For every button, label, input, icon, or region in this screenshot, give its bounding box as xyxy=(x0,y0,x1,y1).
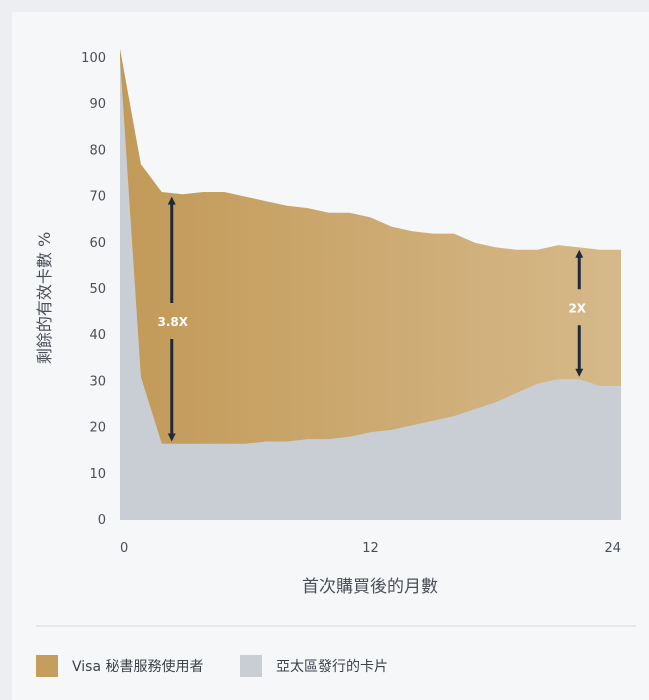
y-tick-label: 90 xyxy=(89,97,106,112)
x-axis-ticks: 0 12 24 xyxy=(120,541,621,556)
legend-label-apac: 亞太區發行的卡片 xyxy=(276,659,388,675)
y-tick-label: 100 xyxy=(81,51,106,66)
x-axis-label: 首次購買後的月數 xyxy=(302,577,438,597)
ratio-arrow-1: 3.8X xyxy=(157,196,189,442)
y-tick-label: 60 xyxy=(89,236,106,251)
series-area-visa xyxy=(120,48,621,521)
plot-areas xyxy=(120,48,621,521)
arrow-head-down xyxy=(575,368,584,377)
x-tick-label: 0 xyxy=(120,541,128,556)
y-tick-label: 70 xyxy=(89,190,106,205)
y-tick-label: 30 xyxy=(89,374,106,389)
y-axis-ticks: 0 10 20 30 40 50 60 70 80 90 100 xyxy=(81,51,106,528)
y-axis-label: 剩餘的有效卡數 % xyxy=(35,232,54,364)
ratio-label: 2X xyxy=(568,301,586,315)
y-tick-label: 0 xyxy=(98,513,106,528)
ratio-label: 3.8X xyxy=(157,315,188,329)
legend-swatch-visa xyxy=(36,655,58,677)
y-tick-label: 40 xyxy=(89,328,106,343)
legend: Visa 秘書服務使用者 亞太區發行的卡片 xyxy=(36,655,388,677)
ratio-annotations: 3.8X 2X xyxy=(157,196,587,442)
y-tick-label: 50 xyxy=(89,282,106,297)
x-tick-label: 24 xyxy=(604,541,621,556)
ratio-arrow-2: 2X xyxy=(568,249,587,377)
arrow-head-down xyxy=(167,433,176,442)
series-area-apac xyxy=(120,58,621,520)
arrow-head-up xyxy=(575,249,584,258)
y-tick-label: 80 xyxy=(89,143,106,158)
arrow-head-up xyxy=(167,196,176,205)
y-tick-label: 10 xyxy=(89,467,106,482)
legend-swatch-apac xyxy=(240,655,262,677)
x-tick-label: 12 xyxy=(362,541,379,556)
y-tick-label: 20 xyxy=(89,421,106,436)
legend-label-visa: Visa 秘書服務使用者 xyxy=(72,658,203,675)
